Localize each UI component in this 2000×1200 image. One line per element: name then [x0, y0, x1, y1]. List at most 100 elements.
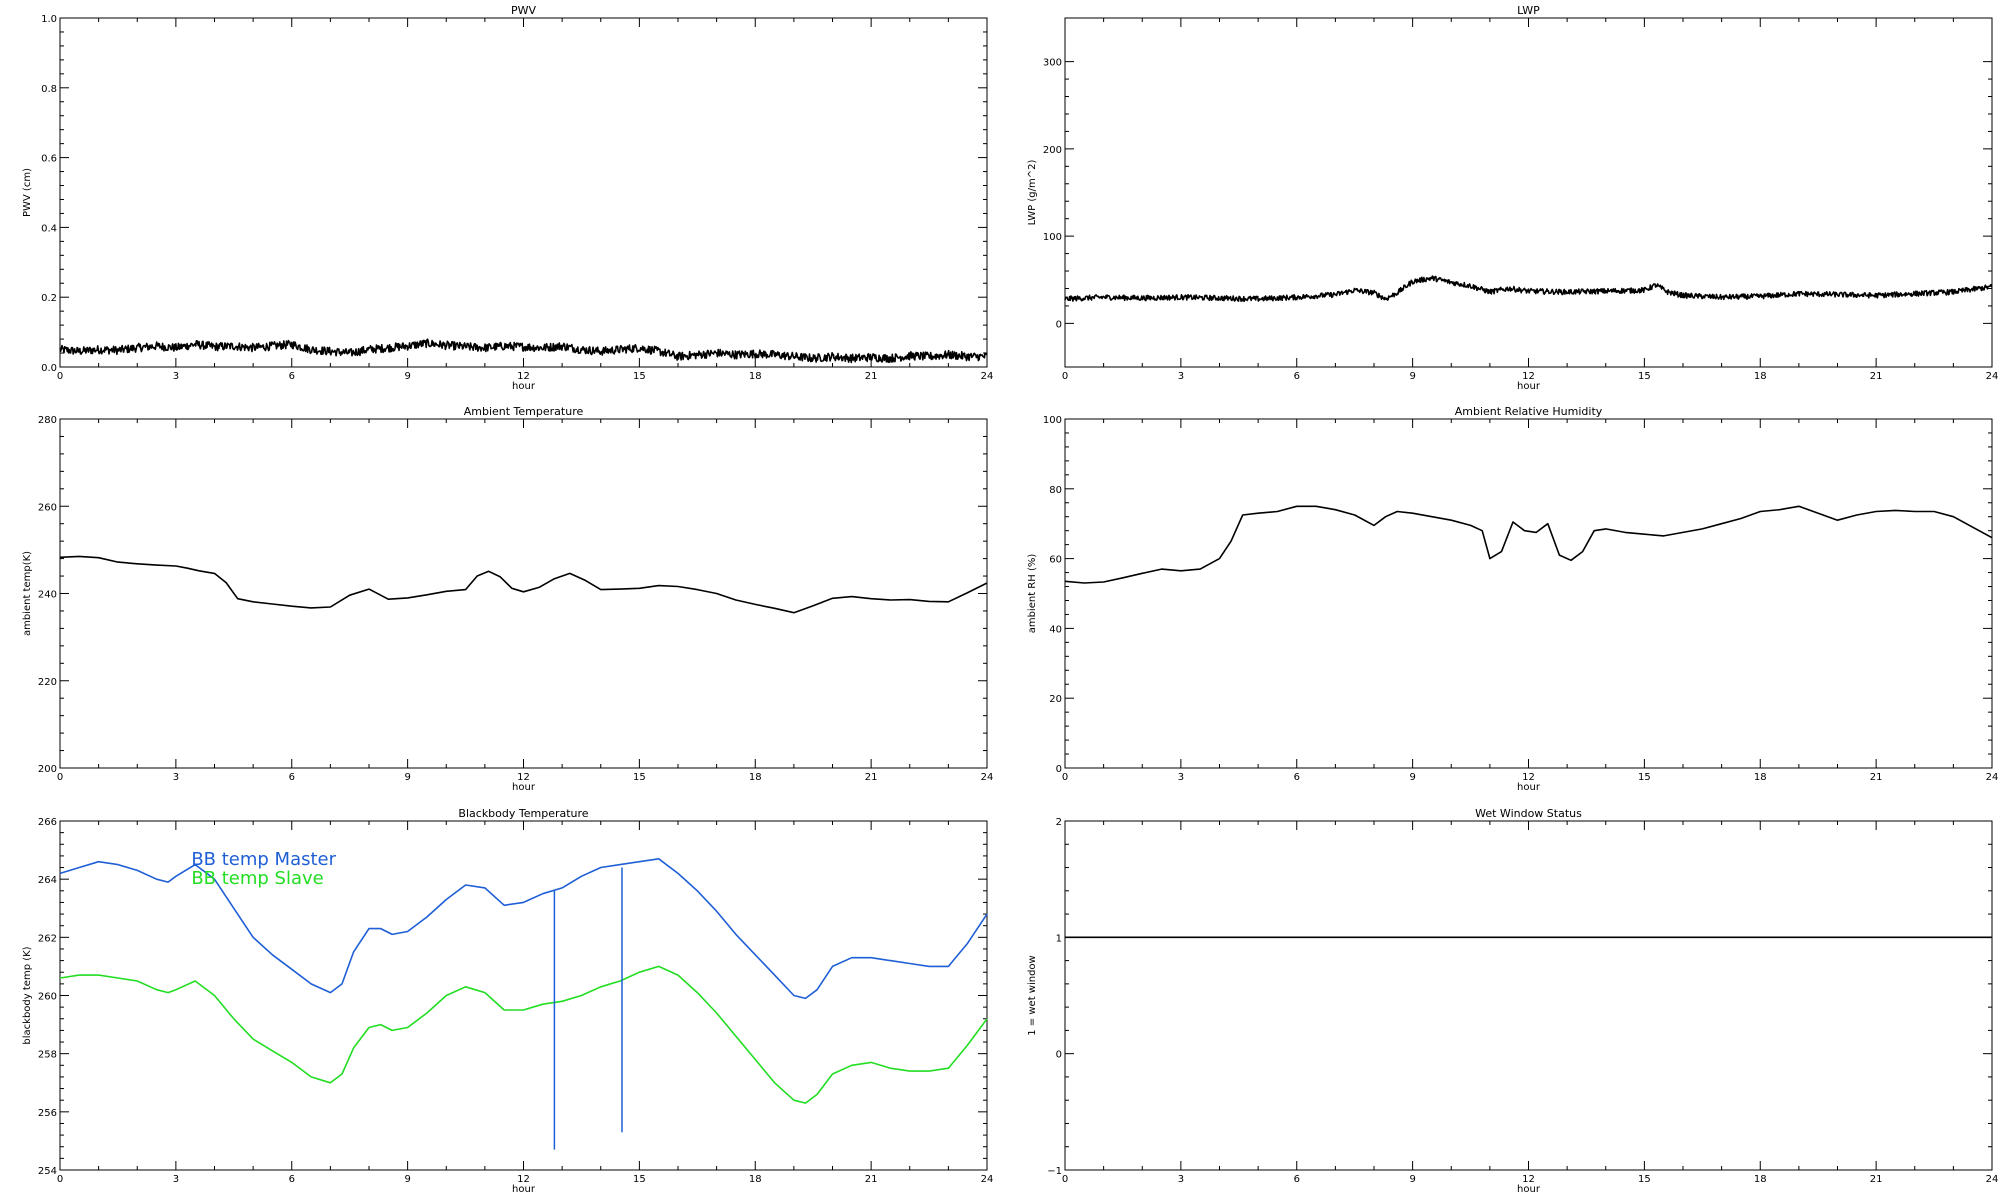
- chart-panel-3: Ambient Relative Humidity 0 3 6 9 12 15 18 21 24 h…: [1027, 405, 1998, 793]
- x-tick-label: 3: [1178, 1174, 1184, 1185]
- x-tick-label: 6: [1294, 1174, 1300, 1185]
- x-tick-label: 24: [981, 772, 994, 783]
- x-tick-label: 3: [173, 1174, 179, 1185]
- plot-frame: [1064, 820, 1993, 1171]
- y-tick-label: 200: [38, 764, 57, 775]
- x-tick-label: 6: [289, 772, 295, 783]
- x-tick-label: 0: [57, 772, 63, 783]
- x-tick-label: 3: [1178, 772, 1184, 783]
- y-tick-label: 60: [1049, 555, 1062, 566]
- x-tick-label: 15: [633, 1174, 646, 1185]
- x-tick-label: 0: [1062, 772, 1068, 783]
- y-tick-label: 20: [1049, 694, 1062, 705]
- y-tick-label: 260: [38, 992, 57, 1003]
- x-tick-label: 21: [865, 772, 878, 783]
- x-tick-label: 18: [1754, 772, 1767, 783]
- x-tick-label: 3: [173, 371, 179, 382]
- x-tick-label: 24: [1986, 772, 1999, 783]
- y-tick-label: 80: [1049, 485, 1062, 496]
- y-tick-label: 0: [1056, 319, 1062, 330]
- y-tick-label: 0.4: [41, 223, 57, 234]
- x-tick-label: 21: [1870, 1174, 1883, 1185]
- x-tick-label: 9: [404, 371, 410, 382]
- y-axis-label: LWP (g/m^2): [1027, 160, 1038, 226]
- x-tick-label: 12: [517, 772, 530, 783]
- x-tick-label: 6: [289, 1174, 295, 1185]
- y-tick-label: 0.0: [41, 363, 57, 374]
- chart-title: Ambient Relative Humidity: [1455, 405, 1603, 418]
- x-tick-label: 0: [57, 1174, 63, 1185]
- y-tick-label: 0: [1056, 764, 1062, 775]
- x-tick-label: 0: [1062, 1174, 1068, 1185]
- x-tick-label: 6: [1294, 371, 1300, 382]
- y-axis-label: blackbody temp (K): [22, 946, 33, 1044]
- x-tick-label: 12: [517, 371, 530, 382]
- chart-panel-1: LWP 0 3 6 9 12 15 18 21 24 hour 0 100 200 300 LWP (g/m^…: [1027, 4, 1998, 392]
- x-tick-label: 24: [1986, 371, 1999, 382]
- y-tick-label: 100: [1043, 415, 1062, 426]
- y-tick-label: 1: [1056, 933, 1062, 944]
- plot-frame: [59, 17, 988, 368]
- y-axis-label: PWV (cm): [22, 168, 33, 217]
- x-axis-label: hour: [1517, 782, 1541, 793]
- y-tick-label: 40: [1049, 624, 1062, 635]
- y-tick-label: 260: [38, 502, 57, 513]
- plot-frame: [1064, 418, 1993, 769]
- chart-title: Blackbody Temperature: [458, 807, 588, 820]
- x-tick-label: 24: [1986, 1174, 1999, 1185]
- x-tick-label: 21: [865, 371, 878, 382]
- x-tick-label: 12: [1522, 1174, 1535, 1185]
- series-line-0: [59, 555, 988, 614]
- y-axis-label: ambient temp(K): [22, 551, 33, 636]
- x-tick-label: 12: [1522, 772, 1535, 783]
- x-axis-label: hour: [512, 782, 536, 793]
- plot-frame: [59, 418, 988, 769]
- y-tick-label: 266: [38, 817, 57, 828]
- x-axis-label: hour: [1517, 1184, 1541, 1195]
- y-tick-label: 0.8: [41, 84, 57, 95]
- x-tick-label: 18: [749, 371, 762, 382]
- y-tick-label: 2: [1056, 817, 1062, 828]
- y-tick-label: 264: [38, 875, 57, 886]
- series-line-1: [59, 965, 988, 1104]
- y-tick-label: 220: [38, 677, 57, 688]
- x-axis-label: hour: [1517, 381, 1541, 392]
- x-tick-label: 3: [173, 772, 179, 783]
- x-tick-label: 18: [1754, 1174, 1767, 1185]
- x-tick-label: 6: [1294, 772, 1300, 783]
- x-tick-label: 9: [1409, 1174, 1415, 1185]
- chart-panel-4: Blackbody Temperature 0 3 6 9 12 15 18 21 24 hour 2…: [22, 807, 993, 1195]
- y-tick-label: 100: [1043, 232, 1062, 243]
- x-tick-label: 15: [1638, 772, 1651, 783]
- x-tick-label: 15: [1638, 1174, 1651, 1185]
- x-tick-label: 9: [1409, 371, 1415, 382]
- y-tick-label: 240: [38, 590, 57, 601]
- x-tick-label: 21: [865, 1174, 878, 1185]
- x-tick-label: 9: [1409, 772, 1415, 783]
- series-line-0: [59, 858, 988, 1000]
- chart-title: Wet Window Status: [1475, 807, 1582, 820]
- x-tick-label: 15: [633, 772, 646, 783]
- x-tick-label: 0: [1062, 371, 1068, 382]
- series-line-0: [1064, 275, 1993, 302]
- plot-frame: [1064, 17, 1993, 368]
- x-axis-label: hour: [512, 381, 536, 392]
- y-tick-label: 0.2: [41, 293, 57, 304]
- chart-title: LWP: [1517, 4, 1540, 17]
- legend-entry: BB temp Master: [191, 849, 336, 870]
- x-tick-label: 9: [404, 1174, 410, 1185]
- y-tick-label: 200: [1043, 145, 1062, 156]
- y-tick-label: −1: [1047, 1166, 1062, 1177]
- x-tick-label: 18: [1754, 371, 1767, 382]
- x-tick-label: 21: [1870, 371, 1883, 382]
- x-tick-label: 24: [981, 1174, 994, 1185]
- x-tick-label: 18: [749, 772, 762, 783]
- chart-panel-2: Ambient Temperature 0 3 6 9 12 15 18 21 24 hour 200…: [22, 405, 993, 793]
- x-tick-label: 18: [749, 1174, 762, 1185]
- y-tick-label: 262: [38, 933, 57, 944]
- y-tick-label: 256: [38, 1108, 57, 1119]
- x-tick-label: 15: [633, 371, 646, 382]
- legend-entry: BB temp Slave: [191, 868, 323, 889]
